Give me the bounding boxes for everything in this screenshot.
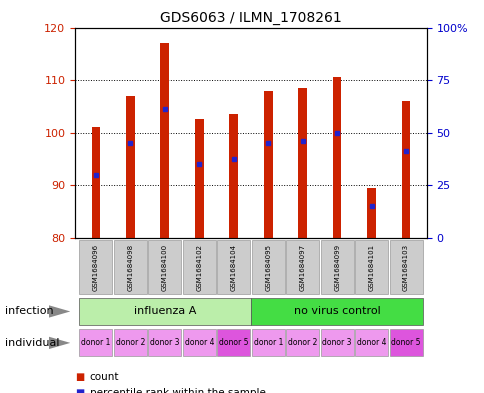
Text: donor 2: donor 2 — [115, 338, 145, 347]
Text: GSM1684098: GSM1684098 — [127, 244, 133, 291]
Text: GSM1684096: GSM1684096 — [92, 244, 99, 291]
Text: donor 3: donor 3 — [322, 338, 351, 347]
Bar — [217, 329, 250, 356]
Text: donor 2: donor 2 — [287, 338, 317, 347]
Bar — [251, 298, 423, 325]
Text: ■: ■ — [75, 388, 84, 393]
Bar — [389, 240, 422, 294]
Text: GSM1684102: GSM1684102 — [196, 244, 202, 291]
Bar — [332, 77, 341, 238]
Bar — [320, 240, 353, 294]
Text: count: count — [90, 372, 119, 382]
Bar — [182, 329, 215, 356]
Title: GDS6063 / ILMN_1708261: GDS6063 / ILMN_1708261 — [160, 11, 341, 25]
Bar — [79, 329, 112, 356]
Bar — [217, 240, 250, 294]
Bar — [91, 127, 100, 238]
Text: GSM1684097: GSM1684097 — [299, 244, 305, 291]
Text: donor 3: donor 3 — [150, 338, 179, 347]
Bar — [251, 240, 284, 294]
Bar — [182, 240, 215, 294]
Bar — [286, 329, 318, 356]
Text: donor 5: donor 5 — [219, 338, 248, 347]
Text: no virus control: no virus control — [293, 307, 380, 316]
Text: donor 4: donor 4 — [184, 338, 213, 347]
Bar — [354, 240, 387, 294]
Text: infection: infection — [5, 307, 53, 316]
Bar — [320, 329, 353, 356]
Bar — [263, 90, 272, 238]
Text: donor 1: donor 1 — [253, 338, 282, 347]
Bar — [251, 329, 284, 356]
Text: percentile rank within the sample: percentile rank within the sample — [90, 388, 265, 393]
Text: donor 1: donor 1 — [81, 338, 110, 347]
Text: individual: individual — [5, 338, 59, 348]
Bar — [354, 329, 387, 356]
Text: donor 4: donor 4 — [356, 338, 386, 347]
Text: GSM1684103: GSM1684103 — [402, 244, 408, 291]
Text: GSM1684095: GSM1684095 — [265, 244, 271, 291]
Bar — [195, 119, 203, 238]
Bar — [298, 88, 306, 238]
Polygon shape — [48, 336, 70, 349]
Bar — [160, 43, 169, 238]
Bar — [148, 329, 181, 356]
Bar — [366, 188, 375, 238]
Text: GSM1684100: GSM1684100 — [162, 244, 167, 291]
Bar — [114, 329, 147, 356]
Bar — [286, 240, 318, 294]
Bar — [401, 101, 409, 238]
Text: GSM1684099: GSM1684099 — [333, 244, 339, 291]
Text: influenza A: influenza A — [133, 307, 196, 316]
Bar — [148, 240, 181, 294]
Bar — [78, 298, 251, 325]
Bar — [389, 329, 422, 356]
Text: donor 5: donor 5 — [391, 338, 420, 347]
Bar — [79, 240, 112, 294]
Polygon shape — [48, 305, 70, 318]
Bar — [126, 96, 135, 238]
Text: GSM1684101: GSM1684101 — [368, 244, 374, 291]
Bar — [229, 114, 238, 238]
Bar — [114, 240, 147, 294]
Text: ■: ■ — [75, 372, 84, 382]
Text: GSM1684104: GSM1684104 — [230, 244, 236, 291]
